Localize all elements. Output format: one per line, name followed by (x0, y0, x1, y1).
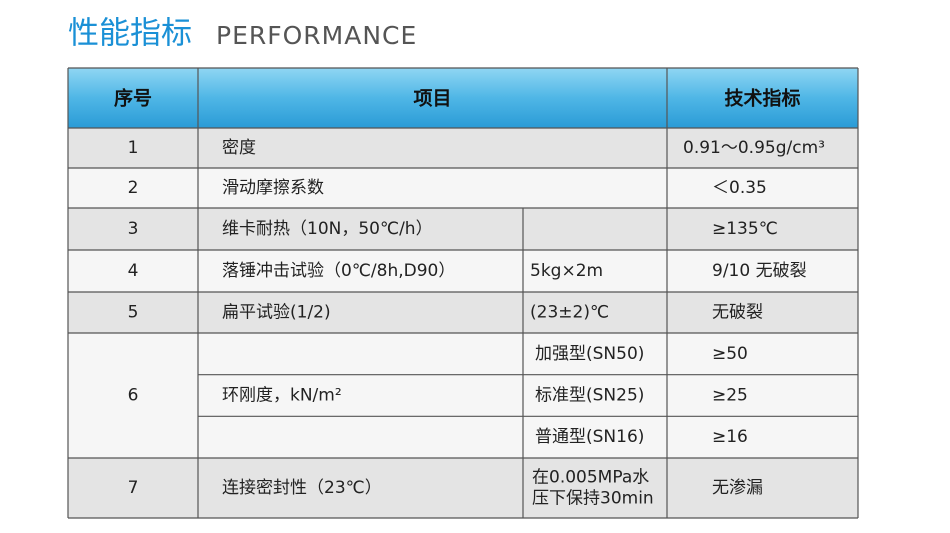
item: 落锤冲击试验（0℃/8h,D90） (222, 261, 455, 281)
spec: ≥50 (712, 344, 748, 364)
row-bg (68, 208, 858, 250)
row-number: 3 (128, 219, 139, 239)
item: 连接密封性（23℃） (222, 478, 382, 498)
condition: 普通型(SN16) (535, 427, 644, 447)
item: 环刚度，kN/m² (222, 386, 342, 406)
condition: 压下保持30min (532, 489, 654, 509)
row-bg (68, 292, 858, 333)
spec: 无破裂 (712, 303, 763, 323)
row-number: 1 (128, 138, 139, 158)
row-bg (68, 128, 858, 168)
condition: 在0.005MPa水 (532, 468, 649, 488)
subtitle: PERFORMANCE (216, 21, 417, 50)
column-header: 序号 (114, 87, 152, 110)
item: 扁平试验(1/2) (222, 303, 331, 323)
spec: ≥16 (712, 427, 748, 447)
spec: 0.91～0.95g/cm³ (683, 138, 825, 158)
row-bg (68, 250, 858, 292)
spec: 无渗漏 (712, 478, 763, 498)
column-header: 项目 (413, 88, 451, 110)
spec: ≥135℃ (712, 219, 778, 239)
row-bg (68, 168, 858, 208)
item: 维卡耐热（10N，50℃/h） (222, 219, 433, 239)
header-row (68, 68, 858, 128)
row-bg (68, 458, 858, 518)
item: 密度 (222, 138, 256, 158)
item: 滑动摩擦系数 (222, 178, 324, 198)
title: 性能指标 (68, 16, 192, 52)
row-number: 5 (128, 303, 139, 323)
condition: 5kg×2m (530, 261, 603, 281)
column-header: 技术指标 (724, 87, 800, 110)
row-number: 6 (128, 386, 139, 406)
spec: ＜0.35 (712, 178, 767, 198)
row-number: 7 (128, 478, 139, 498)
spec: ≥25 (712, 386, 748, 406)
condition: 标准型(SN25) (535, 386, 644, 406)
row-bg (68, 333, 858, 458)
condition: 加强型(SN50) (535, 344, 644, 364)
row-number: 4 (128, 261, 139, 281)
spec: 9/10 无破裂 (712, 261, 807, 281)
row-number: 2 (128, 178, 139, 198)
condition: (23±2)℃ (530, 303, 609, 323)
